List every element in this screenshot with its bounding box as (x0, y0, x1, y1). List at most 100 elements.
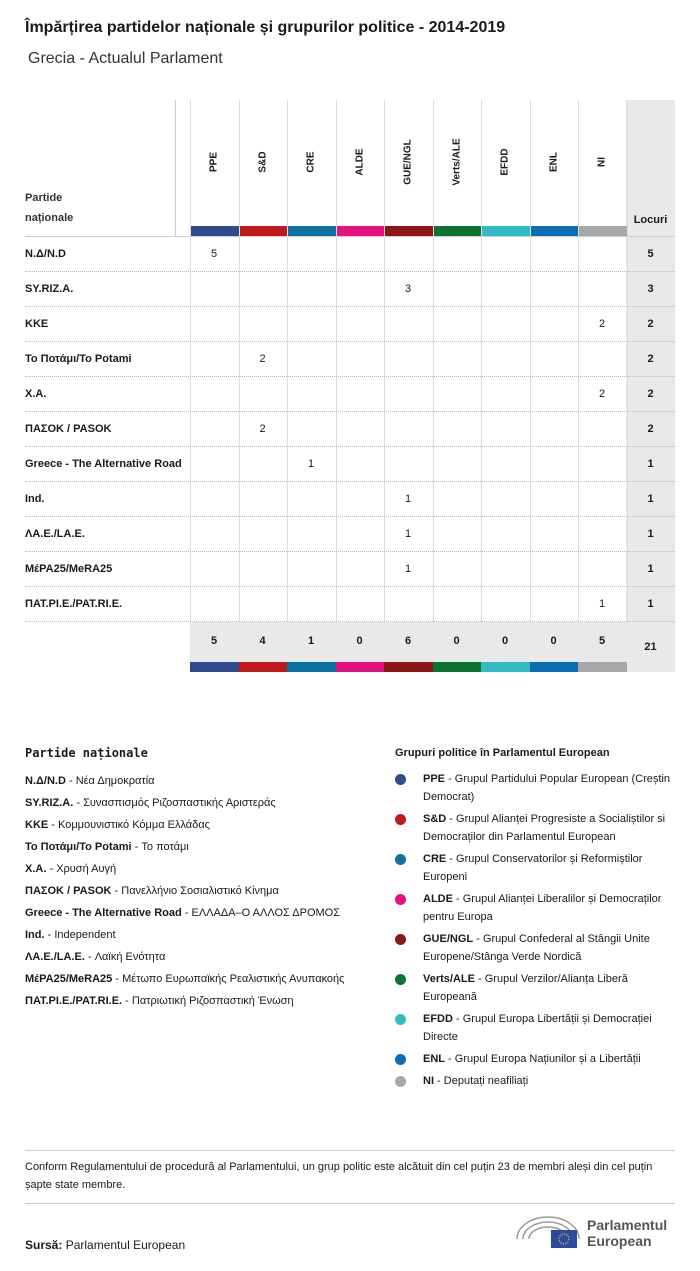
group-color-bar (432, 226, 481, 236)
group-color-bar (190, 226, 239, 236)
party-column-header: Partide naționale (25, 192, 74, 224)
party-abbr: SY.RIZ.A. (25, 797, 74, 809)
divider (25, 1203, 675, 1204)
group-legend-heading: Grupuri politice în Parlamentul European (395, 747, 610, 759)
party-legend-item: Το Ποτάμι/To Potami - Το ποτάμι (25, 841, 189, 853)
group-abbr: Verts/ALE (423, 973, 475, 985)
group-full-name: Grupul Verzilor/Alianța Liberă Europeană (423, 973, 628, 1003)
group-color-bar (578, 226, 627, 236)
row-total: 3 (647, 283, 654, 295)
group-legend-item: EFDD - Grupul Europa Libertății și Democ… (395, 1010, 680, 1046)
source: Sursă: Parlamentul European (25, 1238, 185, 1252)
group-legend-item: ENL - Grupul Europa Națiunilor și a Libe… (395, 1050, 680, 1068)
group-full-name: Grupul Partidului Popular European (Creș… (423, 773, 671, 803)
logo-line1: Parlamentul (587, 1217, 668, 1233)
group-legend-item: PPE - Grupul Partidului Popular European… (395, 770, 680, 806)
header-divider (175, 100, 176, 236)
group-color-dot (395, 774, 406, 785)
seat-count: 1 (404, 563, 412, 575)
seat-count: 1 (404, 493, 412, 505)
group-abbr: GUE/NGL (423, 933, 474, 945)
group-abbr: S&D (423, 813, 447, 825)
group-legend: PPE - Grupul Partidului Popular European… (395, 770, 680, 1094)
party-full-name: Νέα Δημοκρατία (75, 775, 155, 787)
party-name: Greece - The Alternative Road (25, 458, 182, 470)
party-abbr: Greece - The Alternative Road (25, 907, 182, 919)
column-divider (384, 100, 385, 236)
group-full-name: Grupul Alianței Liberalilor și Democrați… (423, 893, 662, 923)
group-color-bar (335, 226, 384, 236)
column-header-label: CRE (305, 151, 317, 173)
column-divider (578, 236, 579, 622)
party-full-name: Πανελλήνιο Σοσιαλιστικό Κίνημα (121, 885, 279, 897)
group-full-name: Grupul Europa Libertății și Democrației … (423, 1013, 652, 1043)
group-total: 1 (307, 635, 315, 647)
row-total: 1 (647, 563, 654, 575)
party-full-name: Κομμουνιστικό Κόμμα Ελλάδας (58, 819, 210, 831)
seat-count: 1 (307, 458, 315, 470)
group-legend-item: ALDE - Grupul Alianței Liberalilor și De… (395, 890, 680, 926)
party-name: N.Δ/N.D (25, 248, 66, 260)
seats-table: Partide naționale Locuri 21 PPE 5 S&D 4 CRE 1… (25, 100, 675, 675)
group-total: 0 (550, 635, 557, 647)
table-row: SY.RIZ.A. 3 3 (25, 272, 675, 307)
party-full-name: ΕΛΛΑΔΑ–Ο ΑΛΛΟΣ ΔΡΟΜΟΣ (191, 907, 341, 919)
party-full-name: Χρυσή Αυγή (56, 863, 117, 875)
group-abbr: CRE (423, 853, 447, 865)
group-color-bar (287, 226, 336, 236)
row-total: 2 (647, 318, 654, 330)
group-color-bar (529, 662, 578, 672)
group-total: 0 (501, 635, 509, 647)
column-header-guengl: GUE/NGL (384, 100, 432, 226)
party-legend-item: SY.RIZ.A. - Συνασπισμός Ριζοσπαστικής Αρ… (25, 797, 276, 809)
page-title: Împărțirea partidelor naționale și grupu… (25, 19, 506, 36)
column-divider (529, 236, 531, 622)
footnote: Conform Regulamentului de procedură al P… (25, 1161, 653, 1191)
group-color-bar (578, 662, 627, 672)
table-row: ΜέΡΑ25/MeRA25 1 1 (25, 552, 675, 587)
seat-count: 2 (259, 353, 266, 365)
party-legend-item: ΛΑ.Ε./LA.E. - Λαϊκή Ενότητα (25, 951, 166, 963)
party-abbr: Ind. (25, 929, 45, 941)
group-abbr: ENL (423, 1053, 445, 1065)
column-header-label: NI (596, 157, 608, 167)
column-divider (238, 100, 240, 236)
group-color-dot (395, 894, 406, 905)
table-row: KKE 2 2 (25, 307, 675, 342)
party-name: ΠΑΣΟΚ / PASOK (25, 423, 112, 435)
party-name: Ind. (25, 493, 45, 505)
column-divider (626, 100, 628, 236)
group-color-dot (395, 854, 406, 865)
group-color-bar (432, 662, 481, 672)
column-divider (481, 100, 482, 236)
group-color-dot (395, 814, 406, 825)
column-divider (384, 236, 385, 622)
party-name: X.A. (25, 388, 47, 400)
group-color-dot (395, 974, 406, 985)
column-header-ppe: PPE (190, 100, 238, 226)
group-color-bar (481, 662, 530, 672)
party-legend-item: ΜέΡΑ25/MeRA25 - Μέτωπο Ευρωπαϊκής Ρεαλισ… (25, 973, 345, 985)
column-divider (432, 236, 434, 622)
row-total: 1 (647, 458, 654, 470)
source-value: Parlamentul European (65, 1238, 186, 1252)
column-header-label: Verts/ALE (451, 138, 462, 186)
column-divider (335, 236, 337, 622)
group-color-bar (238, 226, 287, 236)
totals-row (190, 622, 626, 662)
group-total: 0 (356, 635, 363, 647)
column-header-label: S&D (257, 151, 268, 173)
party-legend-item: N.Δ/N.D - Νέα Δημοκρατία (25, 775, 155, 787)
table-row: Greece - The Alternative Road 1 1 (25, 447, 675, 482)
column-divider (190, 100, 191, 236)
group-color-bar (384, 226, 433, 236)
column-divider (335, 100, 337, 236)
party-name: ΛΑ.Ε./LA.E. (25, 528, 85, 540)
group-abbr: PPE (423, 773, 446, 785)
column-header-alde: ALDE (336, 100, 384, 226)
party-legend-item: ΠΑΣΟΚ / PASOK - Πανελλήνιο Σοσιαλιστικό … (25, 885, 279, 897)
column-header-label: EFDD (499, 148, 511, 176)
seat-count: 5 (210, 248, 218, 260)
group-full-name: Grupul Conservatorilor și Reformiștilor … (423, 853, 643, 883)
column-header-ni: NI (578, 100, 626, 226)
